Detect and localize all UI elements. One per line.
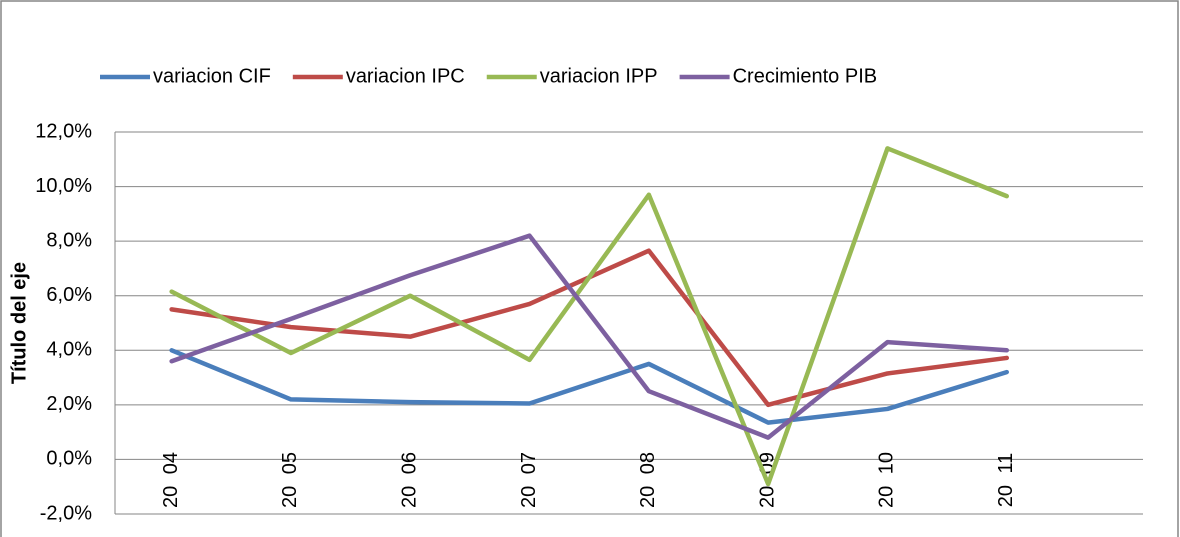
x-tick-label: 20 06 (399, 452, 421, 508)
y-tick-label: 8,0% (46, 229, 92, 251)
series-line (169, 146, 1009, 487)
x-tick-label: 20 07 (518, 452, 540, 508)
series-line (169, 348, 1009, 425)
legend-label: variacion IPP (540, 65, 658, 87)
y-tick-label: 10,0% (35, 175, 92, 197)
y-tick-label: 2,0% (46, 393, 92, 415)
y-tick-label: 4,0% (46, 339, 92, 361)
y-tick-label: 12,0% (35, 120, 92, 142)
x-tick-label: 20 05 (279, 452, 301, 508)
legend-label: variacion IPC (346, 65, 465, 87)
x-tick-label: 20 08 (637, 452, 659, 508)
y-tick-label: 0,0% (46, 448, 92, 470)
y-tick-label: -2,0% (40, 502, 92, 524)
legend-label: Crecimiento PIB (733, 65, 878, 87)
x-tick-label: 20 04 (160, 452, 182, 508)
x-tick-label: 20 11 (995, 453, 1017, 508)
y-tick-label: 6,0% (46, 284, 92, 306)
legend-label: variacion CIF (153, 65, 271, 87)
y-axis-title: Título del eje (8, 262, 30, 384)
series-line (169, 233, 1009, 440)
x-tick-label: 20 10 (876, 452, 898, 508)
